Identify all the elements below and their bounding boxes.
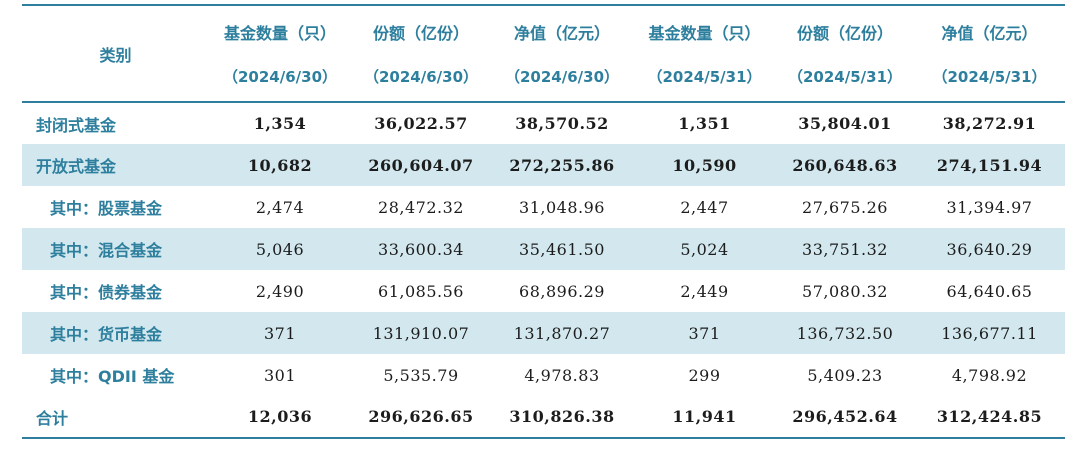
value-cell: 260,648.63 xyxy=(792,155,898,175)
value-cell: 64,640.65 xyxy=(946,281,1033,301)
value-cell: 136,677.11 xyxy=(941,323,1038,343)
value-cell: 61,085.56 xyxy=(378,281,464,301)
value-cell: 312,424.85 xyxy=(936,407,1043,426)
category-cell: 合计 xyxy=(36,408,69,428)
value-cell: 4,978.83 xyxy=(524,365,600,385)
column-header-date: （2024/5/31） xyxy=(787,68,903,86)
value-cell: 12,036 xyxy=(247,407,313,426)
column-header-label: 基金数量（只） xyxy=(223,24,336,43)
table-body: 封闭式基金 1,354 36,022.57 38,570.52 1,351 35… xyxy=(22,102,1065,438)
column-header-label: 份额（亿份） xyxy=(796,24,893,43)
value-cell: 28,472.32 xyxy=(378,197,464,217)
column-header-label: 净值（亿元） xyxy=(941,24,1038,43)
value-cell: 131,870.27 xyxy=(513,323,611,343)
column-header-date: （2024/5/31） xyxy=(647,68,762,86)
category-cell: 其中：混合基金 xyxy=(50,241,163,260)
value-cell: 2,449 xyxy=(680,281,729,301)
value-cell: 5,024 xyxy=(680,239,729,259)
table-row: 其中：QDII 基金 301 5,535.79 4,978.83 299 5,4… xyxy=(22,354,1065,396)
value-cell: 68,896.29 xyxy=(519,281,605,301)
value-cell: 5,409.23 xyxy=(807,365,883,385)
column-header-label: 份额（亿份） xyxy=(372,24,469,43)
table-header: 类别 基金数量（只） （2024/6/30） 份额（亿份） （2024/6/30… xyxy=(22,5,1065,102)
value-cell: 131,910.07 xyxy=(372,323,470,343)
category-cell: 其中：QDII 基金 xyxy=(50,367,175,386)
value-cell: 260,604.07 xyxy=(368,155,474,175)
column-header-date: （2024/5/31） xyxy=(932,68,1047,86)
category-cell: 封闭式基金 xyxy=(36,115,117,135)
column-header-date: （2024/6/30） xyxy=(363,68,479,86)
value-cell: 371 xyxy=(263,323,297,343)
column-header: 基金数量（只） （2024/5/31） xyxy=(633,5,776,102)
table-row: 封闭式基金 1,354 36,022.57 38,570.52 1,351 35… xyxy=(22,102,1065,144)
value-cell: 57,080.32 xyxy=(802,281,888,301)
table-row: 其中：债券基金 2,490 61,085.56 68,896.29 2,449 … xyxy=(22,270,1065,312)
column-header: 净值（亿元） （2024/5/31） xyxy=(914,5,1065,102)
category-cell: 其中：货币基金 xyxy=(50,325,163,344)
fund-statistics-table: 类别 基金数量（只） （2024/6/30） 份额（亿份） （2024/6/30… xyxy=(22,4,1065,439)
column-header: 份额（亿份） （2024/6/30） xyxy=(351,5,491,102)
column-header: 类别 xyxy=(22,5,209,102)
column-header: 份额（亿份） （2024/5/31） xyxy=(776,5,914,102)
value-cell: 299 xyxy=(688,365,721,385)
category-cell: 其中：债券基金 xyxy=(50,283,163,302)
value-cell: 38,272.91 xyxy=(942,114,1037,133)
fund-statistics-table-wrap: 类别 基金数量（只） （2024/6/30） 份额（亿份） （2024/6/30… xyxy=(22,4,1065,439)
value-cell: 136,732.50 xyxy=(796,323,894,343)
value-cell: 33,751.32 xyxy=(802,239,888,259)
category-cell: 开放式基金 xyxy=(36,157,117,176)
value-cell: 2,474 xyxy=(255,197,305,217)
table-row: 其中：股票基金 2,474 28,472.32 31,048.96 2,447 … xyxy=(22,186,1065,228)
value-cell: 31,048.96 xyxy=(519,197,605,217)
value-cell: 36,022.57 xyxy=(374,114,468,133)
header-row: 类别 基金数量（只） （2024/6/30） 份额（亿份） （2024/6/30… xyxy=(22,5,1065,102)
column-header-label: 净值（亿元） xyxy=(513,24,610,43)
value-cell: 5,535.79 xyxy=(383,365,459,385)
column-header-date: （2024/6/30） xyxy=(222,68,338,86)
value-cell: 274,151.94 xyxy=(936,155,1043,175)
value-cell: 4,798.92 xyxy=(951,365,1028,385)
table-row: 其中：货币基金 371 131,910.07 131,870.27 371 13… xyxy=(22,312,1065,354)
column-header-label: 基金数量（只） xyxy=(648,24,761,43)
value-cell: 272,255.86 xyxy=(509,155,615,175)
category-cell: 其中：股票基金 xyxy=(50,199,163,218)
value-cell: 2,447 xyxy=(680,197,729,217)
value-cell: 10,590 xyxy=(672,155,737,175)
value-cell: 296,626.65 xyxy=(368,407,474,426)
value-cell: 5,046 xyxy=(255,239,305,259)
value-cell: 38,570.52 xyxy=(515,114,609,133)
table-row: 开放式基金 10,682 260,604.07 272,255.86 10,59… xyxy=(22,144,1065,186)
value-cell: 36,640.29 xyxy=(946,239,1033,259)
column-header-date: （2024/6/30） xyxy=(504,68,620,86)
value-cell: 35,804.01 xyxy=(798,114,892,133)
column-header-label: 类别 xyxy=(99,45,132,65)
table-row: 其中：混合基金 5,046 33,600.34 35,461.50 5,024 … xyxy=(22,228,1065,270)
value-cell: 371 xyxy=(688,323,721,343)
value-cell: 31,394.97 xyxy=(946,197,1033,217)
value-cell: 11,941 xyxy=(672,407,737,426)
value-cell: 310,826.38 xyxy=(509,407,615,426)
value-cell: 33,600.34 xyxy=(378,239,464,259)
value-cell: 1,354 xyxy=(253,114,307,133)
value-cell: 296,452.64 xyxy=(792,407,898,426)
value-cell: 10,682 xyxy=(247,155,313,175)
table-row: 合计 12,036 296,626.65 310,826.38 11,941 2… xyxy=(22,396,1065,438)
column-header: 基金数量（只） （2024/6/30） xyxy=(209,5,351,102)
value-cell: 301 xyxy=(263,365,297,385)
value-cell: 2,490 xyxy=(255,281,305,301)
value-cell: 27,675.26 xyxy=(802,197,888,217)
value-cell: 35,461.50 xyxy=(519,239,605,259)
value-cell: 1,351 xyxy=(678,114,731,133)
column-header: 净值（亿元） （2024/6/30） xyxy=(491,5,633,102)
